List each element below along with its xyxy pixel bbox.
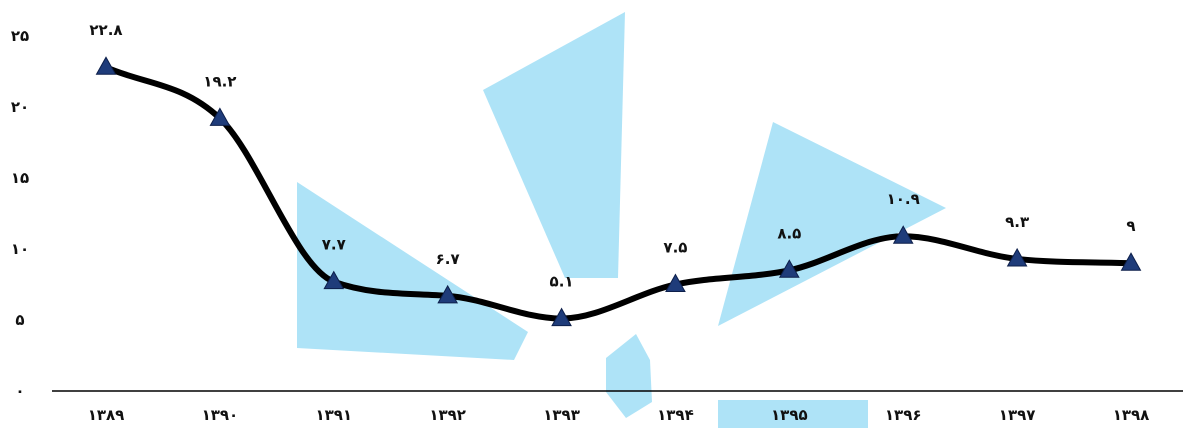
data-label: ۲۲.۸ xyxy=(89,21,122,39)
data-point-marker xyxy=(323,270,345,290)
y-tick-label: ۱۰ xyxy=(11,240,29,258)
data-label: ۷.۷ xyxy=(322,236,346,254)
watermark-shape xyxy=(718,122,946,326)
y-tick-label: ۰ xyxy=(15,382,24,400)
data-point-marker xyxy=(778,259,800,278)
x-tick-label: ۱۳۹۳ xyxy=(543,406,580,424)
data-label: ۶.۷ xyxy=(436,250,460,268)
x-tick-label: ۱۳۹۸ xyxy=(1113,406,1150,424)
data-point-marker xyxy=(1006,247,1028,267)
data-point-marker xyxy=(665,273,686,292)
data-point-marker xyxy=(209,107,231,126)
series-line xyxy=(103,64,1134,322)
data-label: ۱۰.۹ xyxy=(887,190,920,208)
watermark xyxy=(297,12,946,428)
data-label: ۱۹.۲ xyxy=(203,72,236,90)
data-point-marker xyxy=(551,307,572,327)
x-axis-ticks: ۱۳۸۹ ۱۳۹۰ ۱۳۹۱ ۱۳۹۲ ۱۳۹۳ ۱۳۹۴ ۱۳۹۵ ۱۳۹۶ ۱۳۹۷ ۱۳۹۸ xyxy=(88,406,1150,424)
y-axis-ticks: ۰ ۵ ۱۰ ۱۵ ۲۰ ۲۵ xyxy=(11,27,29,400)
data-label: ۷.۵ xyxy=(663,239,687,257)
data-label: ۹.۳ xyxy=(1005,213,1029,231)
data-point-marker xyxy=(892,225,914,244)
x-tick-label: ۱۳۹۵ xyxy=(771,406,808,424)
watermark-shape xyxy=(718,400,868,428)
data-label: ۹ xyxy=(1126,217,1135,235)
data-label: ۵.۱ xyxy=(550,273,574,291)
y-tick-label: ۲۵ xyxy=(11,27,29,45)
series-markers xyxy=(95,56,1142,327)
watermark-shape xyxy=(483,12,625,278)
y-tick-label: ۱۵ xyxy=(11,169,29,187)
x-tick-label: ۱۳۹۲ xyxy=(429,406,466,424)
watermark-shape xyxy=(606,334,652,418)
x-tick-label: ۱۳۹۱ xyxy=(315,406,352,424)
data-point-marker xyxy=(95,56,117,75)
x-tick-label: ۱۳۹۰ xyxy=(202,406,239,424)
x-tick-label: ۱۳۹۴ xyxy=(657,406,694,424)
x-tick-label: ۱۳۸۹ xyxy=(88,406,125,424)
data-point-marker xyxy=(437,284,459,304)
data-point-marker xyxy=(1120,252,1142,271)
watermark-shape xyxy=(297,182,528,360)
x-tick-label: ۱۳۹۶ xyxy=(885,406,922,424)
x-tick-label: ۱۳۹۷ xyxy=(999,406,1036,424)
data-label: ۸.۵ xyxy=(777,224,801,242)
y-tick-label: ۵ xyxy=(15,311,24,329)
y-tick-label: ۲۰ xyxy=(11,98,29,116)
data-labels: ۲۲.۸ ۱۹.۲ ۷.۷ ۶.۷ ۵.۱ ۷.۵ ۸.۵ ۱۰.۹ ۹.۳ ۹ xyxy=(89,21,1135,290)
